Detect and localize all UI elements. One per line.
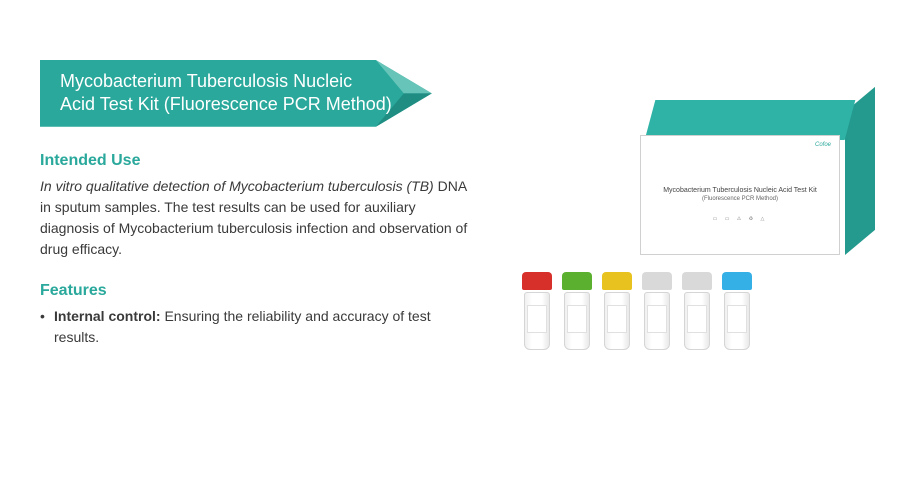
vial-body [604,292,630,350]
text-column: Intended Use In vitro qualitative detect… [40,152,470,348]
vials-row [520,272,754,350]
vial-body [724,292,750,350]
page-container: Mycobacterium Tuberculosis Nucleic Acid … [0,0,900,500]
box-subtitle: (Fluorescence PCR Method) [702,196,778,202]
title-text: Mycobacterium Tuberculosis Nucleic Acid … [60,70,392,117]
features-heading: Features [40,282,470,300]
vial [560,272,594,350]
box-lid [645,100,856,140]
vial-cap [642,272,672,290]
title-banner: Mycobacterium Tuberculosis Nucleic Acid … [40,60,432,127]
vial [640,272,674,350]
vial-body [644,292,670,350]
box-icons: ▭ ▭ ⚠ ♻ △ [713,216,768,222]
box-front: Cofoe Mycobacterium Tuberculosis Nucleic… [640,135,840,255]
vial-cap [562,272,592,290]
intended-use-body: In vitro qualitative detection of Mycoba… [40,176,470,260]
feature-label: Internal control: [54,308,161,324]
vial-label [687,305,707,333]
feature-item: Internal control: Ensuring the reliabili… [40,306,470,348]
vial-label [527,305,547,333]
title-line-1: Mycobacterium Tuberculosis Nucleic [60,71,352,91]
vial-body [524,292,550,350]
title-line-2: Acid Test Kit (Fluorescence PCR Method) [60,94,392,114]
vial-label [567,305,587,333]
vial [520,272,554,350]
product-image: Cofoe Mycobacterium Tuberculosis Nucleic… [510,90,870,370]
vial-label [647,305,667,333]
vial [720,272,754,350]
vial [600,272,634,350]
vial-cap [602,272,632,290]
box-title: Mycobacterium Tuberculosis Nucleic Acid … [663,187,817,194]
vial-label [727,305,747,333]
vial-body [564,292,590,350]
vial-label [607,305,627,333]
vial-cap [682,272,712,290]
intended-use-heading: Intended Use [40,152,470,170]
vial-body [684,292,710,350]
box-logo: Cofoe [815,142,831,148]
product-box: Cofoe Mycobacterium Tuberculosis Nucleic… [640,100,860,260]
vial [680,272,714,350]
intended-use-lead: In vitro qualitative detection of Mycoba… [40,178,434,194]
vial-cap [722,272,752,290]
vial-cap [522,272,552,290]
